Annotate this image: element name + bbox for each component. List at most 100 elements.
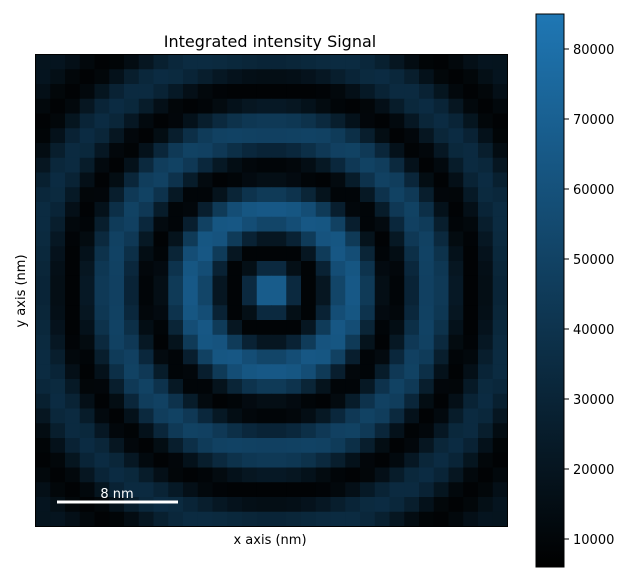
heatmap-cell bbox=[389, 452, 405, 468]
heatmap-cell bbox=[183, 290, 199, 306]
heatmap-cell bbox=[419, 157, 435, 173]
heatmap-cell bbox=[389, 54, 405, 70]
heatmap-cell bbox=[79, 98, 95, 114]
heatmap-cell bbox=[242, 497, 258, 513]
heatmap-cell bbox=[35, 275, 51, 291]
heatmap-cell bbox=[138, 393, 154, 409]
heatmap-cell bbox=[197, 98, 213, 114]
heatmap-cell bbox=[345, 320, 361, 336]
heatmap-cell bbox=[463, 128, 479, 144]
heatmap-cell bbox=[345, 334, 361, 350]
heatmap-cell bbox=[345, 231, 361, 247]
heatmap-cell bbox=[315, 467, 331, 483]
heatmap-cell bbox=[330, 172, 346, 188]
heatmap-cell bbox=[183, 69, 199, 85]
heatmap-cell bbox=[330, 231, 346, 247]
heatmap-cell bbox=[374, 98, 390, 114]
heatmap-cell bbox=[227, 438, 243, 454]
heatmap-cell bbox=[286, 231, 302, 247]
heatmap-cell bbox=[315, 261, 331, 277]
heatmap-cell bbox=[50, 84, 66, 100]
heatmap-cell bbox=[197, 172, 213, 188]
heatmap-cell bbox=[212, 467, 228, 483]
heatmap-cell bbox=[168, 113, 184, 129]
heatmap-cell bbox=[227, 275, 243, 291]
heatmap-cell bbox=[50, 452, 66, 468]
heatmap-cell bbox=[109, 305, 125, 321]
heatmap-cell bbox=[153, 231, 169, 247]
heatmap-cell bbox=[65, 379, 81, 395]
heatmap-cell bbox=[65, 349, 81, 365]
colorbar-tick-label: 20000 bbox=[573, 463, 614, 478]
heatmap-cell bbox=[124, 216, 140, 232]
heatmap-cell bbox=[65, 452, 81, 468]
heatmap-cell bbox=[212, 408, 228, 424]
heatmap-cell bbox=[197, 452, 213, 468]
heatmap-cell bbox=[301, 305, 317, 321]
heatmap-cell bbox=[79, 172, 95, 188]
colorbar-tick-label: 60000 bbox=[573, 183, 614, 198]
heatmap-cell bbox=[374, 69, 390, 85]
heatmap-cell bbox=[419, 482, 435, 498]
heatmap-cell bbox=[448, 423, 464, 439]
heatmap-cell bbox=[153, 202, 169, 218]
heatmap-cell bbox=[345, 511, 361, 527]
heatmap-cell bbox=[50, 216, 66, 232]
heatmap-cell bbox=[478, 172, 494, 188]
heatmap-cell bbox=[315, 364, 331, 380]
heatmap-cell bbox=[492, 467, 508, 483]
heatmap-cell bbox=[212, 290, 228, 306]
heatmap-cell bbox=[301, 467, 317, 483]
heatmap-cell bbox=[50, 290, 66, 306]
heatmap-cell bbox=[301, 231, 317, 247]
heatmap-cell bbox=[419, 187, 435, 203]
heatmap-cell bbox=[374, 54, 390, 70]
heatmap-cell bbox=[448, 246, 464, 262]
heatmap-cell bbox=[256, 187, 272, 203]
heatmap-cell bbox=[124, 408, 140, 424]
heatmap-cell bbox=[448, 113, 464, 129]
heatmap-cell bbox=[271, 497, 287, 513]
heatmap-cell bbox=[360, 320, 376, 336]
heatmap-cell bbox=[109, 452, 125, 468]
heatmap-cell bbox=[404, 98, 420, 114]
heatmap-cell bbox=[286, 216, 302, 232]
heatmap-cell bbox=[286, 334, 302, 350]
heatmap-cell bbox=[35, 172, 51, 188]
heatmap-cell bbox=[242, 143, 258, 159]
heatmap-cell bbox=[183, 128, 199, 144]
colorbar-tick-label: 40000 bbox=[573, 323, 614, 338]
heatmap-cell bbox=[256, 452, 272, 468]
heatmap-cell bbox=[153, 290, 169, 306]
colorbar-ticks: 10000 20000 30000 40000 50000 60000 70000 80000 bbox=[564, 43, 614, 548]
heatmap-cell bbox=[301, 98, 317, 114]
heatmap-cell bbox=[197, 290, 213, 306]
heatmap-cell bbox=[212, 216, 228, 232]
heatmap-cell bbox=[345, 482, 361, 498]
heatmap-cell bbox=[433, 261, 449, 277]
heatmap-cell bbox=[183, 511, 199, 527]
heatmap-cell bbox=[65, 423, 81, 439]
heatmap-cell bbox=[183, 408, 199, 424]
heatmap-cell bbox=[50, 423, 66, 439]
heatmap-cell bbox=[345, 379, 361, 395]
heatmap-cell bbox=[404, 54, 420, 70]
heatmap-cell bbox=[256, 482, 272, 498]
heatmap-cell bbox=[404, 497, 420, 513]
heatmap-cell bbox=[65, 231, 81, 247]
heatmap-cell bbox=[404, 364, 420, 380]
heatmap-cell bbox=[79, 157, 95, 173]
heatmap-cell bbox=[404, 379, 420, 395]
heatmap-cell bbox=[345, 438, 361, 454]
heatmap-cell bbox=[183, 202, 199, 218]
heatmap-cell bbox=[419, 84, 435, 100]
heatmap-cell bbox=[419, 113, 435, 129]
heatmap-cell bbox=[419, 275, 435, 291]
heatmap-cell bbox=[227, 157, 243, 173]
heatmap-cell bbox=[256, 305, 272, 321]
heatmap-cell bbox=[389, 423, 405, 439]
heatmap-cell bbox=[345, 408, 361, 424]
heatmap-cell bbox=[65, 408, 81, 424]
heatmap-cell bbox=[35, 393, 51, 409]
